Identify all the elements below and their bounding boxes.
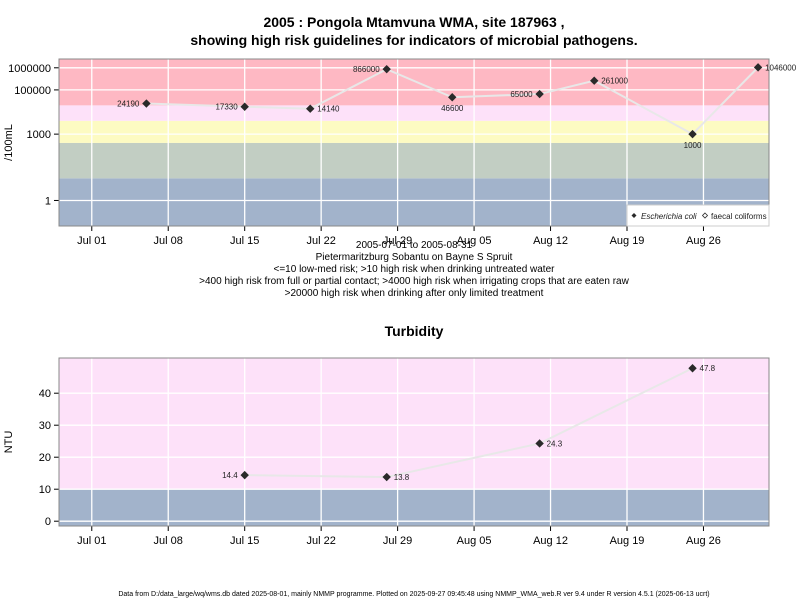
x-tick-label-6: Aug 12 xyxy=(533,535,568,547)
data-label-1: 13.8 xyxy=(394,473,410,482)
plot-frame xyxy=(58,357,770,527)
chart-title-line2: showing high risk guidelines for indicat… xyxy=(190,32,637,48)
data-point-4 xyxy=(448,93,457,102)
legend-label-ecoli: Escherichia coli xyxy=(641,212,697,221)
turbidity-title: Turbidity xyxy=(385,323,444,339)
data-point-3 xyxy=(688,364,697,373)
x-tick-label-1: Jul 08 xyxy=(154,535,183,547)
x-tick-label-3: Jul 22 xyxy=(306,535,335,547)
x-tick-label-2: Jul 15 xyxy=(230,535,259,547)
legend-marker-ecoli xyxy=(631,213,637,218)
y-axis-label: /100mL xyxy=(3,124,15,161)
turbidity-panel: Jul 01 Jul 08 Jul 15 Jul 22 Jul 29 Aug 05 Aug … xyxy=(3,357,770,547)
data-label-1: 17330 xyxy=(215,103,238,112)
data-point-3 xyxy=(382,64,391,74)
legend-box xyxy=(626,204,770,227)
y-axis-label: NTU xyxy=(3,431,15,454)
data-point-5 xyxy=(535,89,544,99)
risk-band-1 xyxy=(59,358,769,490)
data-point-6 xyxy=(590,76,599,85)
risk-band-3 xyxy=(59,105,769,121)
y-tick-label-2: 20 xyxy=(39,452,51,464)
data-label-3: 47.8 xyxy=(700,364,716,373)
caption-line-5: >20000 high risk when drinking after onl… xyxy=(285,288,544,299)
data-label-0: 24190 xyxy=(117,100,140,109)
microbial-panel: Jul 01 Jul 08 Jul 15 Jul 22 Jul 29 Aug 05 Aug … xyxy=(3,58,797,247)
caption-line-1: 2005-07-01 to 2005-08-31 xyxy=(356,240,473,251)
data-label-2: 24.3 xyxy=(547,439,563,448)
data-point-0 xyxy=(240,470,249,480)
x-tick-label-4: Jul 29 xyxy=(383,235,412,247)
risk-band-4 xyxy=(59,59,769,106)
data-point-0 xyxy=(142,99,151,108)
x-tick-label-7: Aug 19 xyxy=(610,235,645,247)
caption-line-4: >400 high risk from full or partial cont… xyxy=(199,276,629,287)
data-point-1 xyxy=(382,472,391,482)
y-tick-label-1: 1000 xyxy=(27,129,51,141)
x-tick-label-7: Aug 19 xyxy=(610,535,645,547)
data-label-8: 1046000 xyxy=(765,63,797,72)
caption-line-3: <=10 low-med risk; >10 high risk when dr… xyxy=(274,264,556,275)
data-point-2 xyxy=(306,104,315,113)
plot-frame xyxy=(58,58,770,227)
x-tick-label-8: Aug 26 xyxy=(686,535,721,547)
data-label-3: 866000 xyxy=(353,65,380,74)
chart-legend: Escherichia coli faecal coliforms xyxy=(626,204,770,227)
y-tick-label-0: 0 xyxy=(45,516,51,528)
data-label-7: 1000 xyxy=(684,141,702,150)
y-tick-label-0: 1 xyxy=(45,195,51,207)
legend-marker-faecal xyxy=(701,212,709,219)
caption-line-2: Pietermaritzburg Sobantu on Bayne S Spru… xyxy=(316,252,513,263)
data-point-7 xyxy=(688,129,697,139)
x-tick-label-6: Aug 12 xyxy=(533,235,568,247)
data-label-0: 14.4 xyxy=(222,471,238,480)
risk-band-0 xyxy=(59,489,769,526)
y-tick-label-4: 40 xyxy=(39,388,51,400)
data-label-2: 14140 xyxy=(317,105,340,114)
x-tick-label-5: Aug 05 xyxy=(457,535,492,547)
y-tick-label-3: 30 xyxy=(39,420,51,432)
data-point-8 xyxy=(753,63,763,72)
data-label-5: 65000 xyxy=(510,90,533,99)
x-tick-label-0: Jul 01 xyxy=(77,235,106,247)
chart-title-line1: 2005 : Pongola Mtamvuna WMA, site 187963… xyxy=(263,14,564,30)
x-tick-label-1: Jul 08 xyxy=(154,235,183,247)
x-tick-label-4: Jul 29 xyxy=(383,535,412,547)
y-tick-label-2: 100000 xyxy=(14,85,51,97)
x-tick-label-3: Jul 22 xyxy=(306,235,335,247)
risk-band-2 xyxy=(59,120,769,143)
data-label-4: 46600 xyxy=(441,104,464,113)
data-label-6: 261000 xyxy=(601,77,628,86)
x-tick-label-5: Aug 05 xyxy=(457,235,492,247)
legend-label-faecal: faecal coliforms xyxy=(711,212,767,221)
footer-note: Data from D:/data_large/wq/wms.db dated … xyxy=(118,591,709,598)
y-tick-label-3: 1000000 xyxy=(8,63,51,75)
series-line-0 xyxy=(244,367,693,479)
data-point-1 xyxy=(240,102,249,111)
data-point-2 xyxy=(535,439,544,448)
x-tick-label-0: Jul 01 xyxy=(77,535,106,547)
x-tick-label-2: Jul 15 xyxy=(230,235,259,247)
x-tick-label-8: Aug 26 xyxy=(686,235,721,247)
risk-band-1 xyxy=(59,142,769,179)
y-tick-label-1: 10 xyxy=(39,484,51,496)
